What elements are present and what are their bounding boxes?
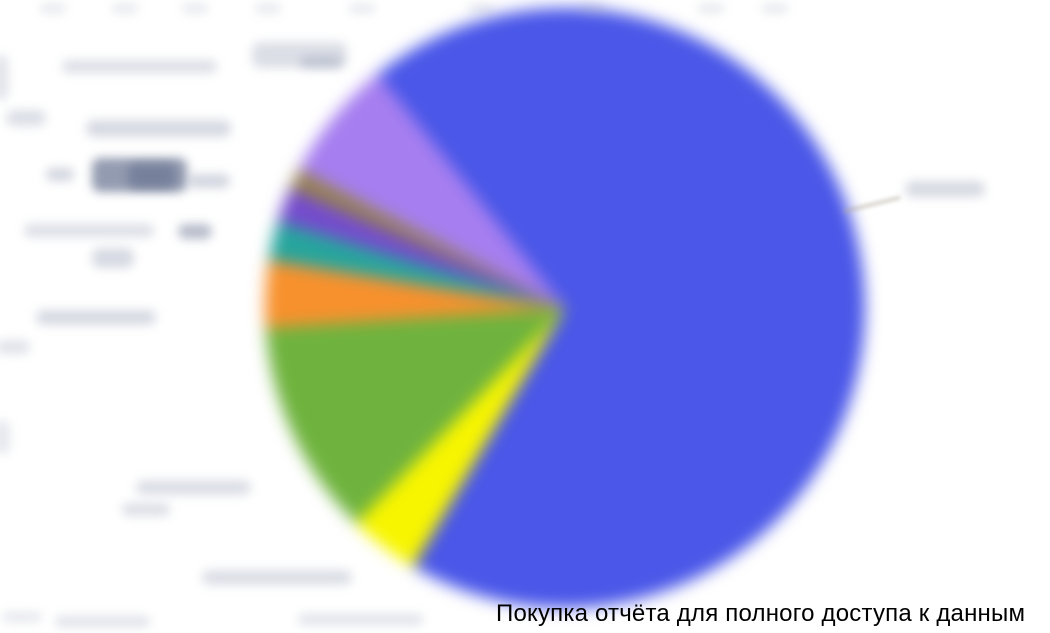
- blurred-text-placeholder: [468, 4, 494, 13]
- pie-slice-olive: [290, 169, 565, 308]
- blurred-text-placeholder: [0, 340, 30, 354]
- blurred-text-placeholder: [0, 420, 10, 454]
- blurred-text-placeholder: [188, 174, 230, 188]
- pie-slice-yellow: [356, 308, 565, 567]
- blurred-text-placeholder: [128, 164, 176, 188]
- blurred-text-placeholder: [0, 55, 8, 100]
- blurred-text-placeholder: [24, 224, 154, 237]
- pie-slice-blue: [377, 8, 866, 609]
- blurred-text-placeholder: [46, 168, 74, 181]
- blurred-text-placeholder: [300, 56, 342, 68]
- blurred-text-placeholder: [349, 4, 375, 13]
- pie-slice-teal: [268, 221, 565, 308]
- blurred-text-placeholder: [36, 310, 156, 325]
- pie-slice-light-purple: [299, 73, 565, 309]
- blurred-text-placeholder: [698, 4, 724, 13]
- blurred-text-placeholder: [762, 4, 788, 13]
- blurred-text-placeholder: [112, 4, 138, 13]
- blurred-text-placeholder: [255, 4, 281, 13]
- blurred-text-placeholder: [40, 4, 66, 13]
- blurred-text-placeholder: [62, 60, 217, 73]
- blurred-text-placeholder: [6, 110, 46, 126]
- pie-slice-violet: [277, 188, 565, 308]
- blurred-text-placeholder: [252, 42, 347, 68]
- blurred-text-placeholder: [55, 616, 150, 627]
- blurred-text-placeholder: [122, 503, 170, 516]
- blurred-text-placeholder: [136, 480, 251, 495]
- blurred-text-placeholder: [86, 120, 231, 137]
- blurred-text-placeholder: [298, 614, 423, 625]
- purchase-report-notice[interactable]: Покупка отчёта для полного доступа к дан…: [496, 600, 1026, 627]
- blurred-text-placeholder: [202, 570, 352, 585]
- blurred-text-placeholder: [580, 4, 606, 13]
- pie-slice-green: [265, 308, 565, 524]
- blurred-text-placeholder: [178, 224, 212, 239]
- blurred-data-label: [905, 181, 985, 197]
- pie-slice-orange: [265, 260, 565, 328]
- blurred-text-placeholder: [2, 612, 42, 622]
- blurred-text-placeholder: [92, 248, 134, 268]
- blurred-text-placeholder: [182, 4, 208, 13]
